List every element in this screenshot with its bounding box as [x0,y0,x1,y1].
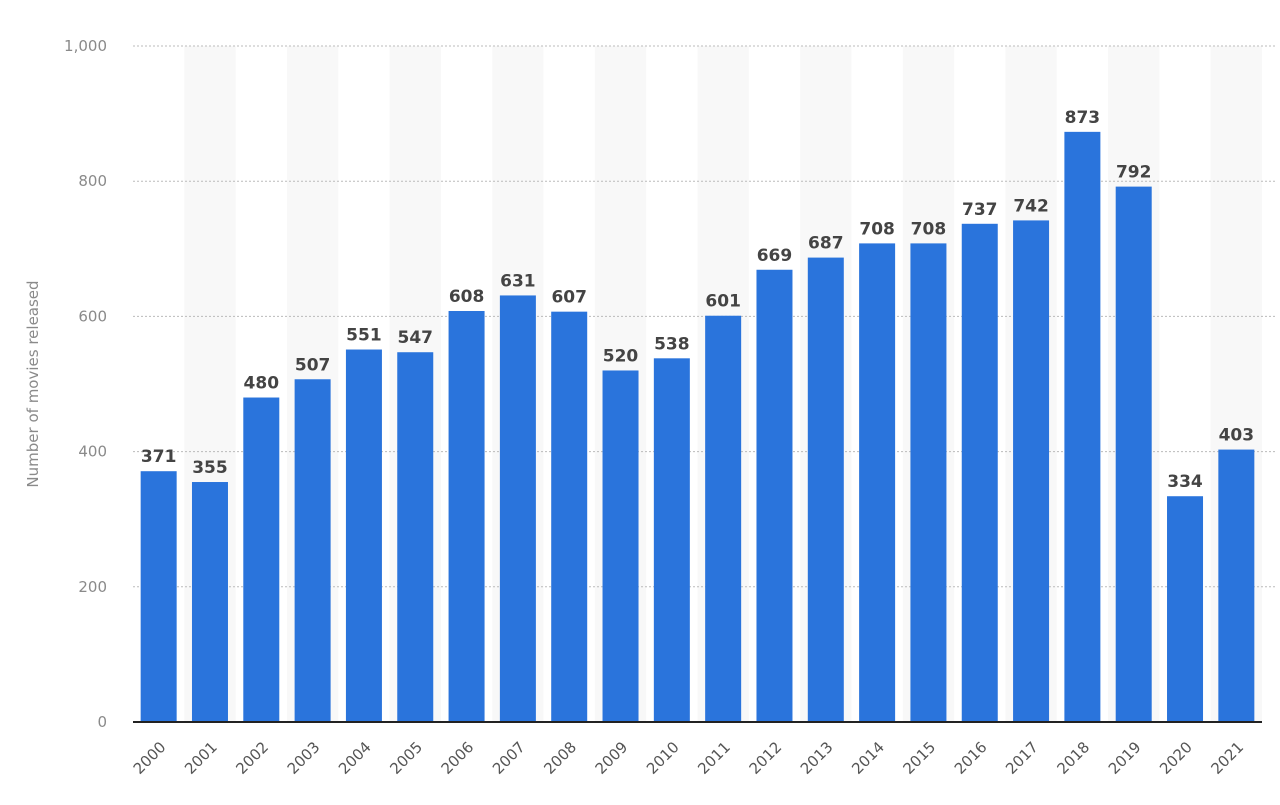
x-tick-label: 2007 [489,738,529,778]
data-label: 607 [551,288,587,308]
bar-2005[interactable] [397,352,434,722]
data-label: 551 [346,326,382,346]
x-tick-label: 2010 [643,738,683,778]
data-label: 547 [398,328,434,348]
data-label: 371 [141,447,177,467]
bar-2017[interactable] [1013,220,1050,722]
bar-2020[interactable] [1167,496,1204,722]
x-tick-label: 2013 [797,738,837,778]
bar-2003[interactable] [294,379,331,722]
bar-2000[interactable] [140,471,177,722]
data-label: 601 [705,292,741,312]
bar-2010[interactable] [653,358,690,722]
x-tick-label: 2019 [1105,738,1145,778]
data-label: 507 [295,355,331,375]
bar-2013[interactable] [807,257,844,722]
bar-2009[interactable] [602,370,639,722]
x-tick-label: 2008 [540,738,580,778]
x-tick-label: 2000 [130,738,170,778]
data-label: 608 [449,287,485,307]
x-tick-label: 2011 [694,738,734,778]
x-tick-label: 2014 [848,738,888,778]
y-tick-label: 0 [97,713,107,731]
data-label: 873 [1065,108,1101,128]
data-label: 403 [1219,426,1255,446]
bar-2012[interactable] [756,269,793,722]
bar-2008[interactable] [551,311,588,722]
bar-2019[interactable] [1115,186,1152,722]
data-label: 631 [500,271,536,291]
data-label: 687 [808,234,844,254]
x-tick-label: 2016 [951,738,991,778]
x-tick-label: 2003 [284,738,324,778]
y-tick-label: 600 [78,307,107,325]
x-tick-label: 2006 [438,738,478,778]
bar-2016[interactable] [961,223,998,722]
bar-2011[interactable] [705,315,742,722]
data-label: 334 [1167,472,1203,492]
x-tick-label: 2018 [1053,738,1093,778]
y-tick-label: 400 [78,443,107,461]
data-label: 355 [192,458,228,478]
data-label: 538 [654,334,690,354]
data-label: 480 [244,374,280,394]
bar-2021[interactable] [1218,449,1255,722]
data-label: 708 [859,219,895,239]
bar-2004[interactable] [345,349,382,722]
bar-2006[interactable] [448,310,485,722]
x-tick-label: 2021 [1207,738,1247,778]
data-label: 792 [1116,163,1152,183]
x-tick-label: 2001 [181,738,221,778]
x-tick-label: 2005 [386,738,426,778]
bar-2002[interactable] [243,397,280,722]
x-tick-label: 2002 [232,738,272,778]
x-tick-label: 2020 [1156,738,1196,778]
x-tick-label: 2015 [900,738,940,778]
y-tick-label: 200 [78,578,107,596]
x-tick-label: 2017 [1002,738,1042,778]
bar-2015[interactable] [910,243,947,722]
bar-2007[interactable] [499,295,536,722]
y-tick-label: 800 [78,172,107,190]
data-label: 520 [603,346,639,366]
bar-2018[interactable] [1064,131,1101,723]
data-label: 669 [757,246,793,266]
x-tick-label: 2012 [746,738,786,778]
bar-2014[interactable] [859,243,896,722]
data-label: 737 [962,200,998,220]
bar-2001[interactable] [191,482,228,722]
x-tick-label: 2009 [592,738,632,778]
x-tick-label: 2004 [335,738,375,778]
y-axis-label: Number of movies released [24,280,42,487]
data-label: 708 [911,219,947,239]
data-label: 742 [1013,196,1049,216]
y-tick-label: 1,000 [64,37,107,55]
